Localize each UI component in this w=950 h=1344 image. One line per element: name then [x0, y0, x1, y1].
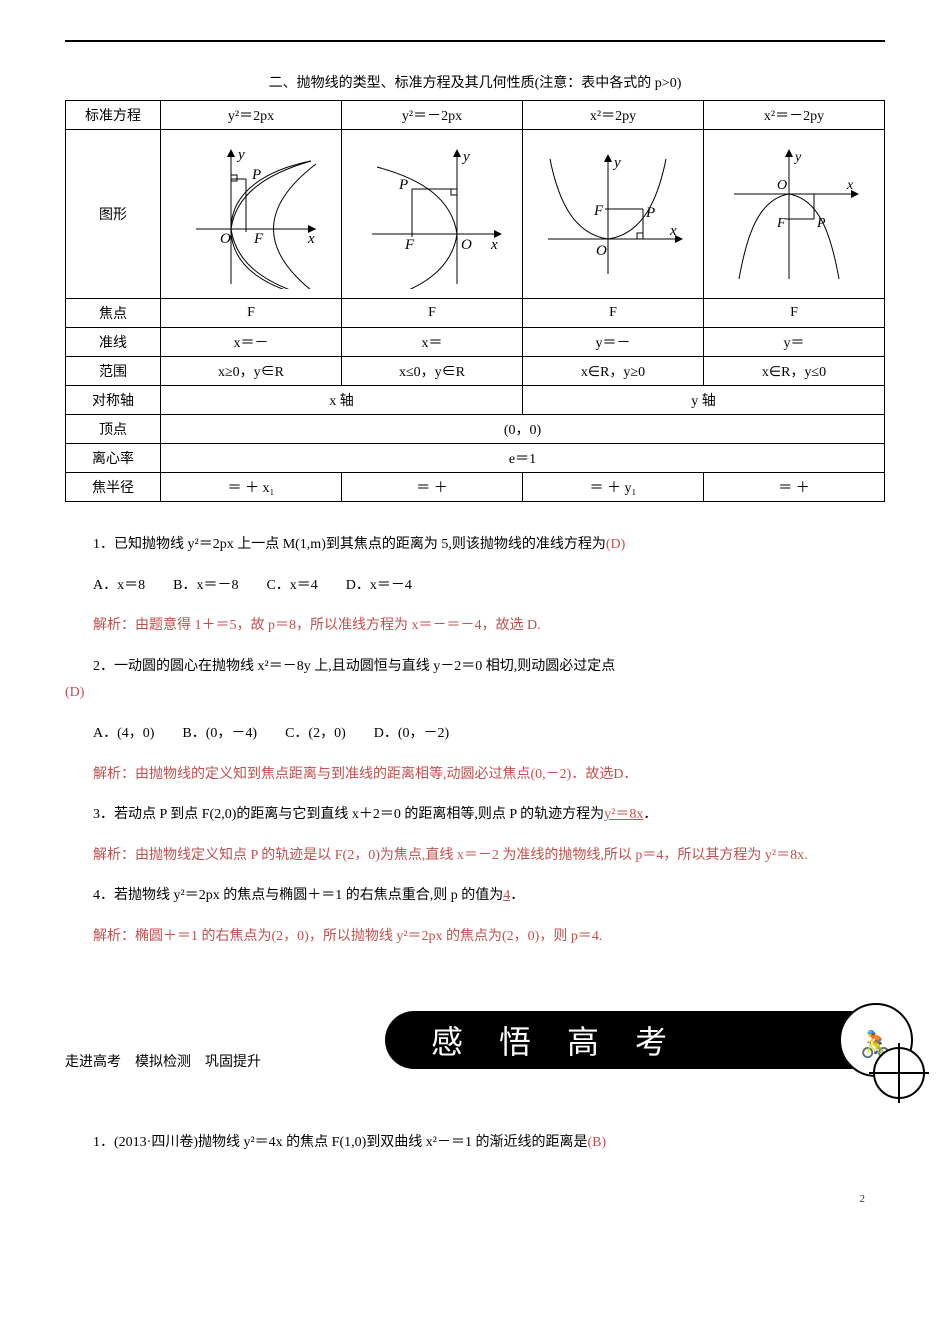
svg-text:x: x — [307, 231, 315, 247]
q3-solution: 解析：由抛物线定义知点 P 的轨迹是以 F(2，0)为焦点,直线 x＝－2 为准… — [65, 843, 885, 870]
cell: e＝1 — [161, 444, 885, 473]
cell: x²＝－2py — [704, 101, 885, 130]
cell: x≤0，y∈R — [342, 357, 523, 386]
q2-options: A．(4，0) B．(0，－4) C．(2，0) D．(0，－2) — [65, 721, 885, 748]
cell: (0，0) — [161, 415, 885, 444]
row-header: 图形 — [66, 130, 161, 299]
q1-options: A．x＝8 B．x＝－8 C．x＝4 D．x＝－4 — [65, 573, 885, 600]
cell: x 轴 — [161, 386, 523, 415]
q3-stem: 3．若动点 P 到点 F(2,0)的距离与它到直线 x＋2＝0 的距离相等,则点… — [93, 807, 604, 822]
svg-text:y: y — [612, 155, 621, 171]
cell: x²＝2py — [523, 101, 704, 130]
svg-text:O: O — [777, 178, 787, 193]
exercise-body: 1．已知抛物线 y²＝2px 上一点 M(1,m)到其焦点的距离为 5,则该抛物… — [65, 532, 885, 951]
parabola-diagram-down: P F O x y — [704, 130, 885, 299]
svg-text:O: O — [461, 237, 472, 253]
cell: y²＝2px — [161, 101, 342, 130]
cell: ＝ ＋ — [704, 473, 885, 502]
cell: F — [523, 299, 704, 328]
svg-text:y: y — [236, 147, 245, 163]
cell: ＝ ＋ — [342, 473, 523, 502]
q5-answer: (B) — [588, 1135, 607, 1150]
cell: ＝ ＋ y₁ — [523, 473, 704, 502]
svg-text:P: P — [816, 216, 826, 231]
q1-solution: 解析：由题意得 1＋＝5，故 p＝8，所以准线方程为 x＝－＝－4，故选 D. — [65, 613, 885, 640]
cell: F — [161, 299, 342, 328]
svg-text:O: O — [220, 231, 231, 247]
q4-stem: 4．若抛物线 y²＝2px 的焦点与椭圆＋＝1 的右焦点重合,则 p 的值为 — [93, 888, 503, 903]
svg-text:P: P — [398, 177, 408, 193]
row-header: 标准方程 — [66, 101, 161, 130]
parabola-diagram-left: P F O x y — [342, 130, 523, 299]
sun-icon — [873, 1047, 925, 1099]
svg-text:F: F — [253, 231, 264, 247]
svg-text:x: x — [669, 223, 677, 239]
row-header: 顶点 — [66, 415, 161, 444]
cell: y＝ — [704, 328, 885, 357]
section-banner: 走进高考 模拟检测 巩固提升 感 悟 高 考 🚴 — [65, 1011, 885, 1101]
row-header: 焦点 — [66, 299, 161, 328]
page-number: 2 — [860, 1193, 866, 1205]
row-header: 对称轴 — [66, 386, 161, 415]
q1-stem: 1．已知抛物线 y²＝2px 上一点 M(1,m)到其焦点的距离为 5,则该抛物… — [93, 537, 606, 552]
q4-answer: 4 — [503, 888, 510, 903]
parabola-properties-table: 标准方程 y²＝2px y²＝－2px x²＝2py x²＝－2py 图形 — [65, 100, 885, 502]
section-title: 二、抛物线的类型、标准方程及其几何性质(注意：表中各式的 p>0) — [65, 72, 885, 92]
svg-text:F: F — [404, 237, 415, 253]
banner-title: 感 悟 高 考 — [431, 1017, 681, 1063]
parabola-diagram-right: P F O x y — [161, 130, 342, 299]
row-header: 范围 — [66, 357, 161, 386]
svg-text:P: P — [251, 167, 261, 183]
svg-text:P: P — [645, 205, 655, 221]
q2-answer: (D) — [65, 685, 84, 700]
cell: F — [342, 299, 523, 328]
cell: x∈R，y≥0 — [523, 357, 704, 386]
q1-answer: (D) — [606, 537, 625, 552]
svg-text:y: y — [461, 149, 470, 165]
cell: x∈R，y≤0 — [704, 357, 885, 386]
q4-solution: 解析：椭圆＋＝1 的右焦点为(2，0)，所以抛物线 y²＝2px 的焦点为(2，… — [65, 924, 885, 951]
q3-answer: y²＝8x — [604, 807, 643, 822]
cell: y＝－ — [523, 328, 704, 357]
cell: x＝－ — [161, 328, 342, 357]
q5-stem: 1．(2013·四川卷)抛物线 y²＝4x 的焦点 F(1,0)到双曲线 x²－… — [93, 1135, 588, 1150]
cell: x≥0，y∈R — [161, 357, 342, 386]
parabola-diagram-up: P F O x y — [523, 130, 704, 299]
svg-text:y: y — [793, 150, 802, 165]
banner-subtitle: 走进高考 模拟检测 巩固提升 — [65, 1051, 261, 1071]
cell: ＝ ＋ x₁ — [161, 473, 342, 502]
cell: y²＝－2px — [342, 101, 523, 130]
svg-text:x: x — [490, 237, 498, 253]
svg-text:x: x — [846, 178, 854, 193]
cell: F — [704, 299, 885, 328]
row-header: 焦半径 — [66, 473, 161, 502]
svg-text:F: F — [593, 203, 604, 219]
q2-stem: 2．一动圆的圆心在抛物线 x²＝－8y 上,且动圆恒与直线 y－2＝0 相切,则… — [93, 659, 615, 674]
row-header: 离心率 — [66, 444, 161, 473]
svg-text:O: O — [596, 243, 607, 259]
q2-solution: 解析：由抛物线的定义知到焦点距离与到准线的距离相等,动圆必过焦点(0,－2)．故… — [65, 762, 885, 789]
cell: y 轴 — [523, 386, 885, 415]
row-header: 准线 — [66, 328, 161, 357]
cell: x＝ — [342, 328, 523, 357]
svg-text:F: F — [776, 216, 786, 231]
